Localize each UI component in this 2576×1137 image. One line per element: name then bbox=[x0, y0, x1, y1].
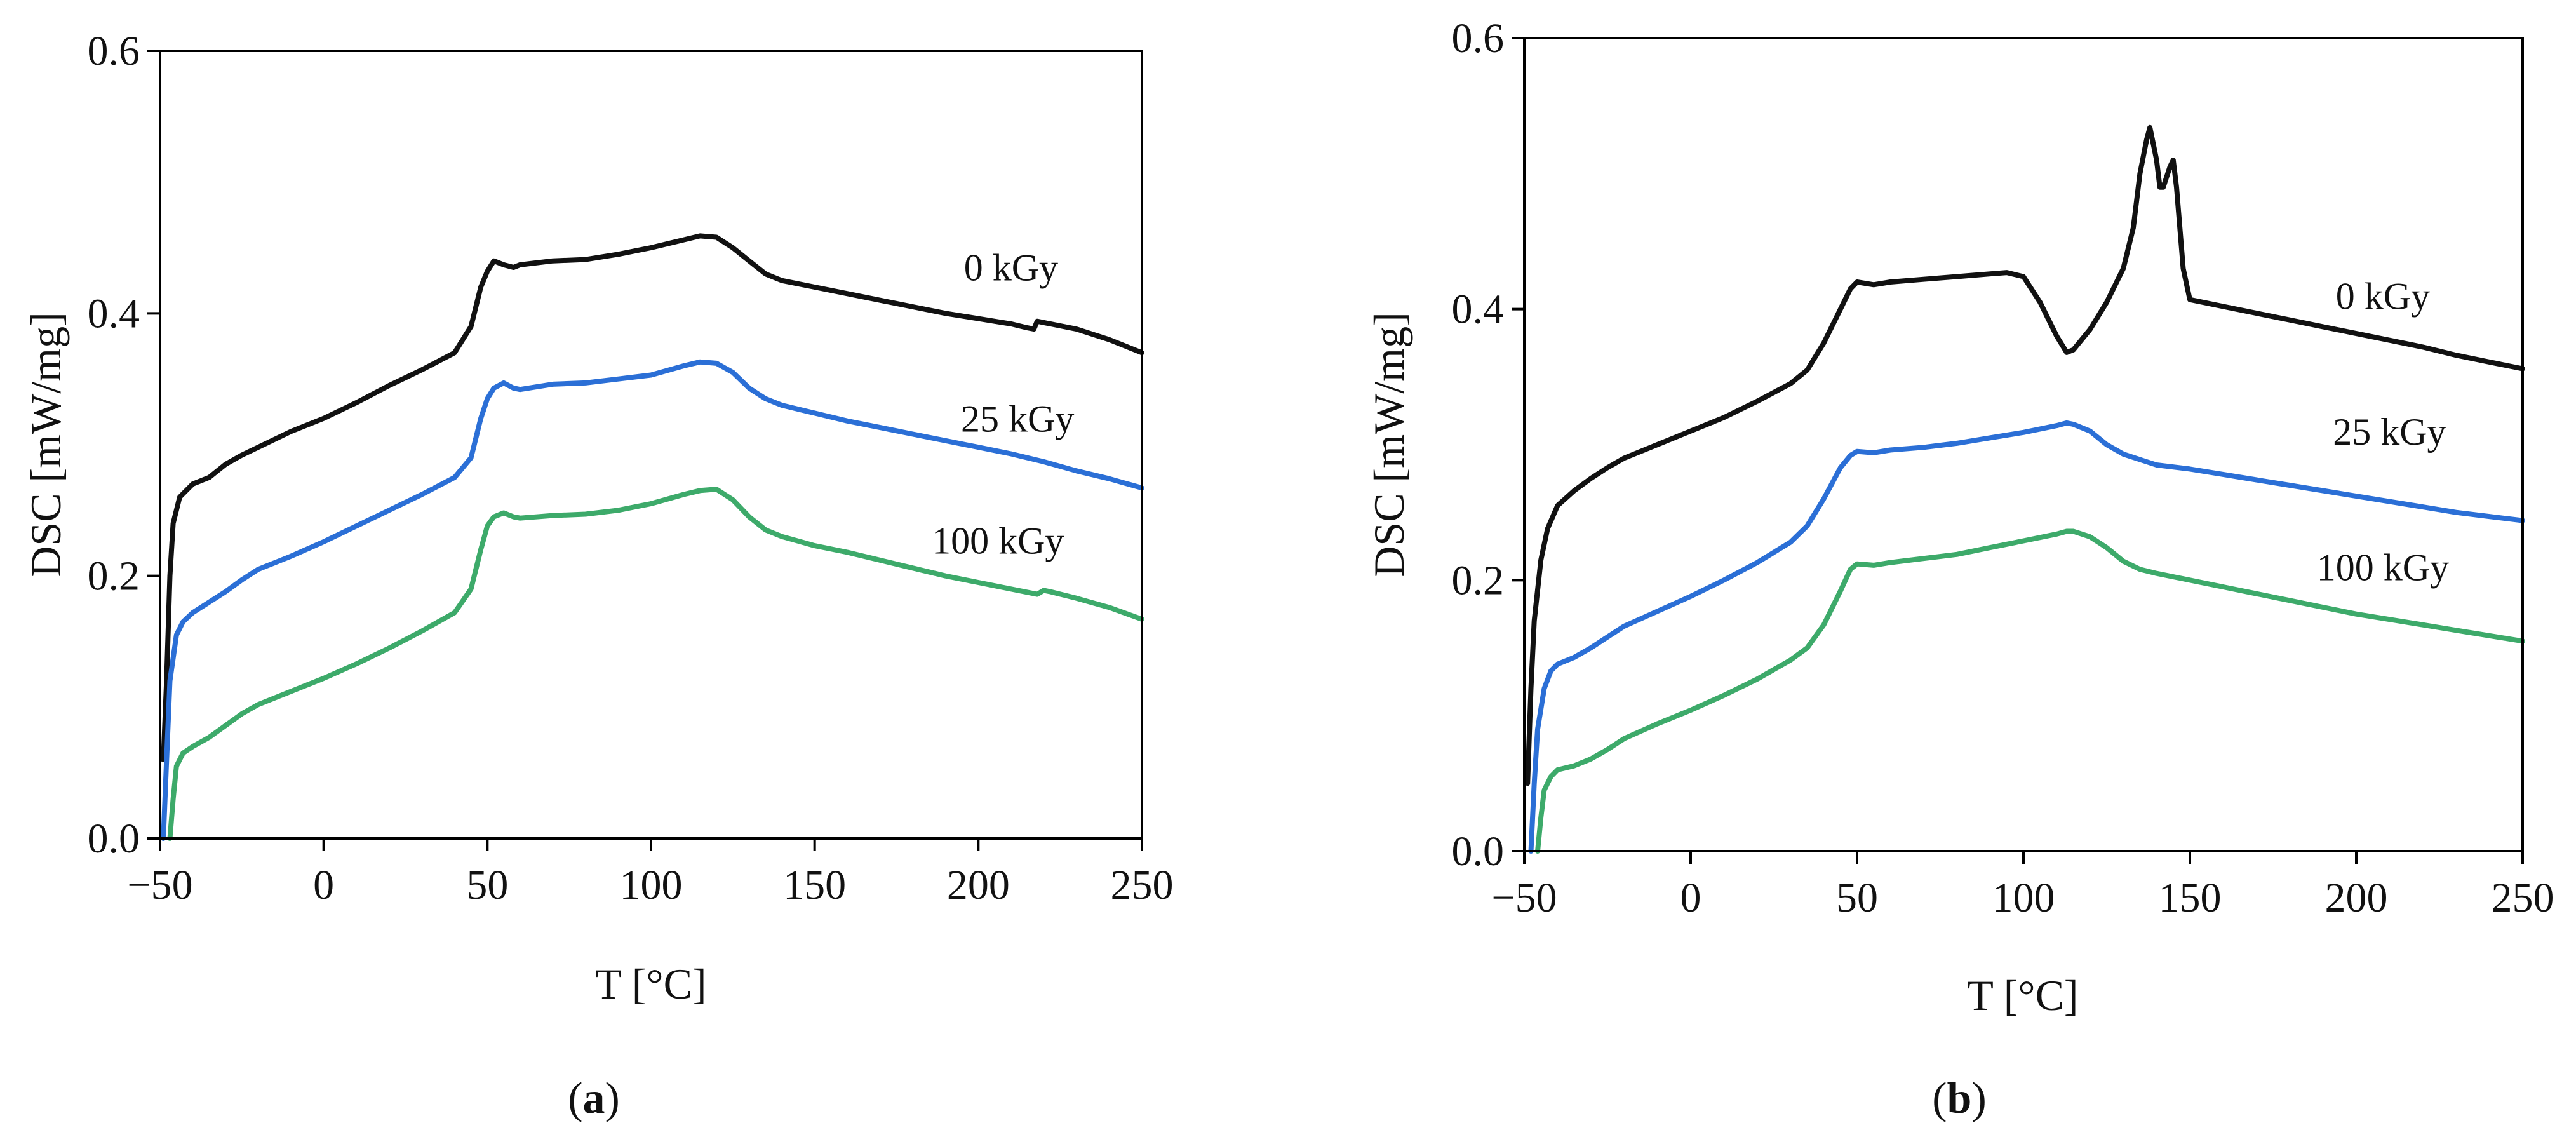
panel-b-x-tick-label: 150 bbox=[2159, 875, 2222, 921]
panel-a-series-lines bbox=[161, 233, 1144, 841]
panel-a-y-tick-label: 0.4 bbox=[88, 290, 140, 337]
panel-a: −50 0 50 100 150 200 250 0.0 0.2 0.4 0.6 0 kGy 25 k… bbox=[22, 28, 1174, 1123]
panel-a-series-label-0-kgy: 0 kGy bbox=[964, 247, 1058, 289]
panel-a-caption: (a) bbox=[568, 1074, 620, 1123]
panel-a-series-line-0-kgy bbox=[161, 233, 1144, 762]
panel-b-x-axis-title: T [°C] bbox=[1967, 971, 2078, 1019]
panel-b-x-tick-label: 50 bbox=[1836, 875, 1878, 921]
panel-b-x-tick-label: 100 bbox=[1992, 875, 2055, 921]
panel-b-series-label-100-kgy: 100 kGy bbox=[2317, 546, 2449, 588]
panel-b: −50 0 50 100 150 200 250 0.0 0.2 0.4 0.6 0 kGy 25 k… bbox=[1365, 15, 2554, 1123]
panel-a-series-label-25-kgy: 25 kGy bbox=[961, 398, 1074, 440]
panel-a-series-line-100-kgy bbox=[167, 487, 1144, 841]
panel-a-x-tick-label: 200 bbox=[947, 862, 1010, 908]
panel-a-y-tick-label: 0.0 bbox=[88, 816, 140, 862]
panel-a-y-tick-label: 0.6 bbox=[88, 28, 140, 74]
panel-b-y-tick-label: 0.6 bbox=[1452, 15, 1505, 62]
panel-b-x-tick-label: 250 bbox=[2492, 875, 2554, 921]
panel-b-series-labels: 0 kGy 25 kGy 100 kGy bbox=[2317, 276, 2449, 589]
panel-a-x-tick-label: 50 bbox=[466, 862, 508, 908]
panel-a-series-label-100-kgy: 100 kGy bbox=[932, 520, 1064, 562]
panel-a-x-tick-label: 250 bbox=[1111, 862, 1174, 908]
panel-b-series-line-100-kgy bbox=[1535, 528, 2525, 854]
panel-b-caption: (b) bbox=[1932, 1074, 1987, 1123]
panel-b-y-tick-label: 0.4 bbox=[1452, 286, 1505, 333]
panel-a-series-line-25-kgy bbox=[161, 359, 1144, 841]
panel-a-plot-frame bbox=[159, 50, 1143, 840]
panel-b-ticks: −50 0 50 100 150 200 250 0.0 0.2 0.4 0.6 bbox=[1452, 15, 2554, 921]
panel-b-y-tick-label: 0.2 bbox=[1452, 557, 1505, 603]
panel-a-x-tick-label: 150 bbox=[783, 862, 846, 908]
panel-b-x-tick-label: 0 bbox=[1680, 875, 1701, 921]
panel-b-series-label-25-kgy: 25 kGy bbox=[2333, 411, 2446, 453]
panel-b-x-tick-label: −50 bbox=[1491, 875, 1557, 921]
panel-b-x-tick-label: 200 bbox=[2325, 875, 2388, 921]
panel-a-x-tick-label: −50 bbox=[127, 862, 192, 908]
panel-a-x-tick-label: 0 bbox=[313, 862, 334, 908]
panel-b-series-lines bbox=[1525, 124, 2525, 854]
panel-b-y-tick-label: 0.0 bbox=[1452, 828, 1505, 875]
panel-a-series-labels: 0 kGy 25 kGy 100 kGy bbox=[932, 247, 1074, 562]
panel-a-x-axis-title: T [°C] bbox=[595, 960, 706, 1008]
panel-b-series-line-25-kgy bbox=[1528, 420, 2525, 854]
panel-a-x-tick-label: 100 bbox=[620, 862, 683, 908]
panel-b-y-axis-title: DSC [mW/mg] bbox=[1365, 312, 1413, 577]
panel-a-y-tick-label: 0.2 bbox=[88, 553, 140, 600]
panel-a-ticks: −50 0 50 100 150 200 250 0.0 0.2 0.4 0.6 bbox=[88, 28, 1174, 908]
panel-b-series-line-0-kgy bbox=[1525, 124, 2525, 786]
panel-a-y-axis-title: DSC [mW/mg] bbox=[22, 312, 70, 577]
panel-b-series-label-0-kgy: 0 kGy bbox=[2336, 276, 2430, 318]
